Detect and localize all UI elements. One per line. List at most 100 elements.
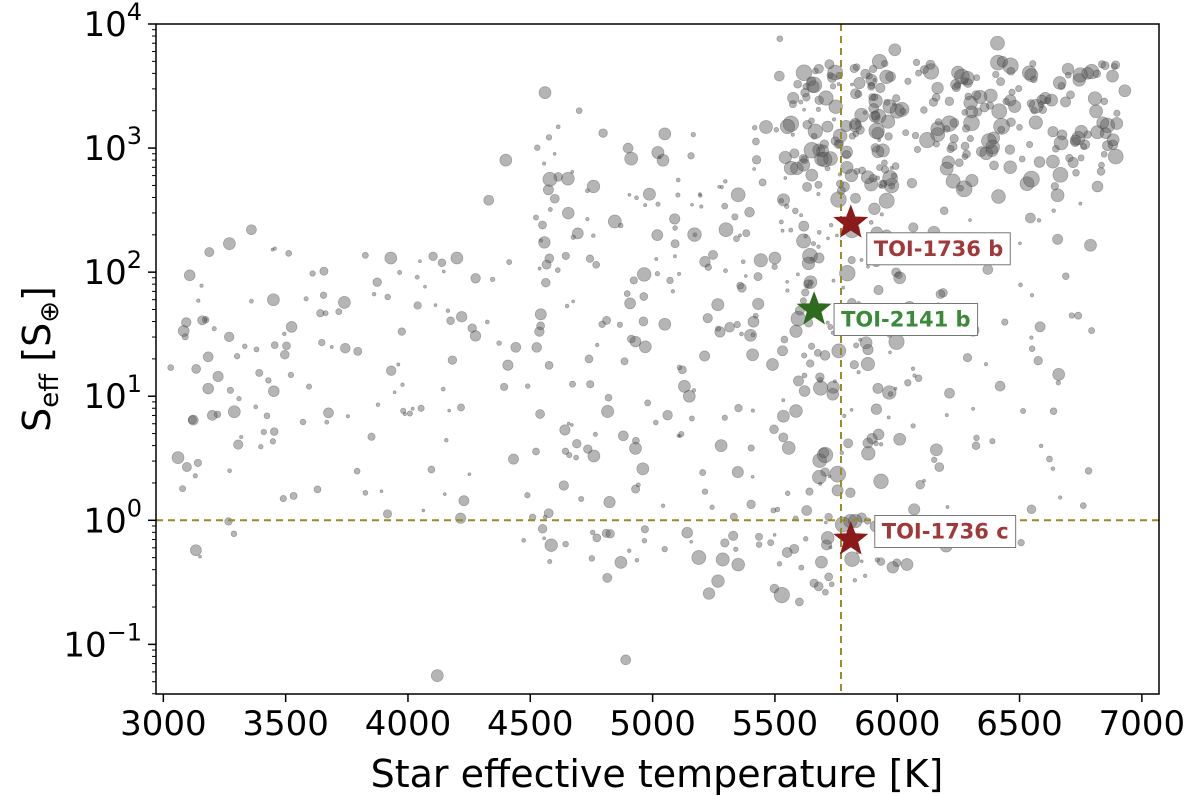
planet-point [624, 151, 639, 166]
planet-point [828, 222, 834, 228]
planet-point [814, 151, 829, 167]
planet-point [743, 274, 748, 278]
planet-point [542, 161, 547, 166]
planet-point [989, 438, 996, 445]
planet-point [627, 334, 636, 344]
planet-point [640, 525, 649, 534]
planet-point [733, 235, 740, 243]
planet-point [718, 222, 734, 238]
planet-point [1018, 155, 1026, 163]
planet-point [759, 120, 773, 134]
planet-point [270, 247, 275, 252]
planet-point [687, 152, 695, 160]
planet-point [1058, 495, 1063, 500]
planet-point [1001, 318, 1009, 326]
planet-point [996, 56, 1009, 68]
planet-point [874, 557, 881, 563]
planet-point [721, 414, 728, 421]
planet-point [1029, 293, 1035, 298]
planet-point [769, 583, 780, 594]
planet-point [660, 503, 666, 508]
planet-point [1052, 166, 1069, 183]
planet-point [569, 380, 576, 388]
planet-point [1016, 124, 1023, 131]
planet-point [382, 509, 393, 519]
planet-point [822, 588, 829, 596]
planet-point [371, 291, 377, 297]
planet-point [746, 348, 759, 362]
planet-point [862, 573, 868, 578]
planet-point [714, 326, 726, 338]
planet-point [1004, 144, 1016, 155]
planet-point [821, 539, 832, 551]
planet-point [242, 343, 248, 350]
planet-point [879, 69, 894, 85]
planet-point [831, 343, 847, 359]
planet-point [973, 434, 980, 442]
planet-point [572, 439, 582, 449]
planet-point [1057, 82, 1066, 90]
planet-point [904, 379, 912, 387]
planet-point [731, 466, 744, 479]
planet-point [534, 308, 547, 321]
planet-point [672, 254, 677, 259]
planet-point [981, 133, 997, 149]
planet-point [1081, 67, 1094, 80]
planet-point [868, 103, 880, 114]
planet-point [990, 35, 1005, 51]
planet-point [788, 227, 794, 233]
planet-point [392, 390, 397, 395]
planet-point [802, 536, 809, 542]
planet-point [638, 340, 652, 354]
planet-point [585, 188, 590, 194]
planet-point [1111, 60, 1121, 70]
planet-point [801, 256, 816, 271]
planet-point [324, 419, 330, 425]
planet-point [287, 371, 295, 379]
planet-point [233, 439, 244, 450]
planet-point [795, 597, 804, 607]
planet-point [772, 533, 777, 537]
planet-point [414, 274, 420, 280]
planet-point [467, 323, 477, 333]
planet-point [711, 574, 725, 588]
planet-point [564, 303, 570, 309]
planet-point [964, 92, 972, 101]
planet-point [670, 239, 680, 249]
planet-point [893, 386, 898, 391]
planet-point [855, 125, 865, 135]
planet-point [798, 564, 805, 571]
planet-point [446, 316, 455, 326]
planet-point [1026, 140, 1034, 149]
planet-point [1078, 201, 1083, 206]
planet-point [400, 382, 405, 387]
planet-point [227, 405, 241, 419]
planet-point [815, 106, 822, 113]
planet-point [1024, 68, 1039, 83]
planet-point [816, 244, 821, 249]
planet-point [785, 288, 790, 293]
y-axis-label: Seff [S⊕] [15, 286, 65, 432]
planet-point [799, 213, 804, 218]
planet-point [375, 402, 381, 407]
planet-point [1079, 139, 1091, 150]
planet-point [559, 424, 571, 436]
planet-point [878, 184, 883, 189]
planet-point [944, 387, 955, 399]
planet-point [1006, 66, 1016, 76]
planet-point [313, 485, 322, 494]
planet-point [912, 58, 921, 67]
planet-point [858, 337, 863, 342]
planet-point [892, 94, 901, 103]
planet-point [658, 127, 672, 141]
planet-point [719, 185, 724, 190]
planet-point [783, 176, 788, 180]
y-tick-label: 102 [83, 246, 142, 293]
planet-point [604, 393, 613, 402]
planet-point [827, 64, 844, 81]
planet-point [818, 447, 830, 459]
planet-point [773, 70, 785, 82]
planet-point [758, 178, 767, 187]
planet-point [642, 187, 656, 201]
planet-point [1004, 94, 1017, 107]
